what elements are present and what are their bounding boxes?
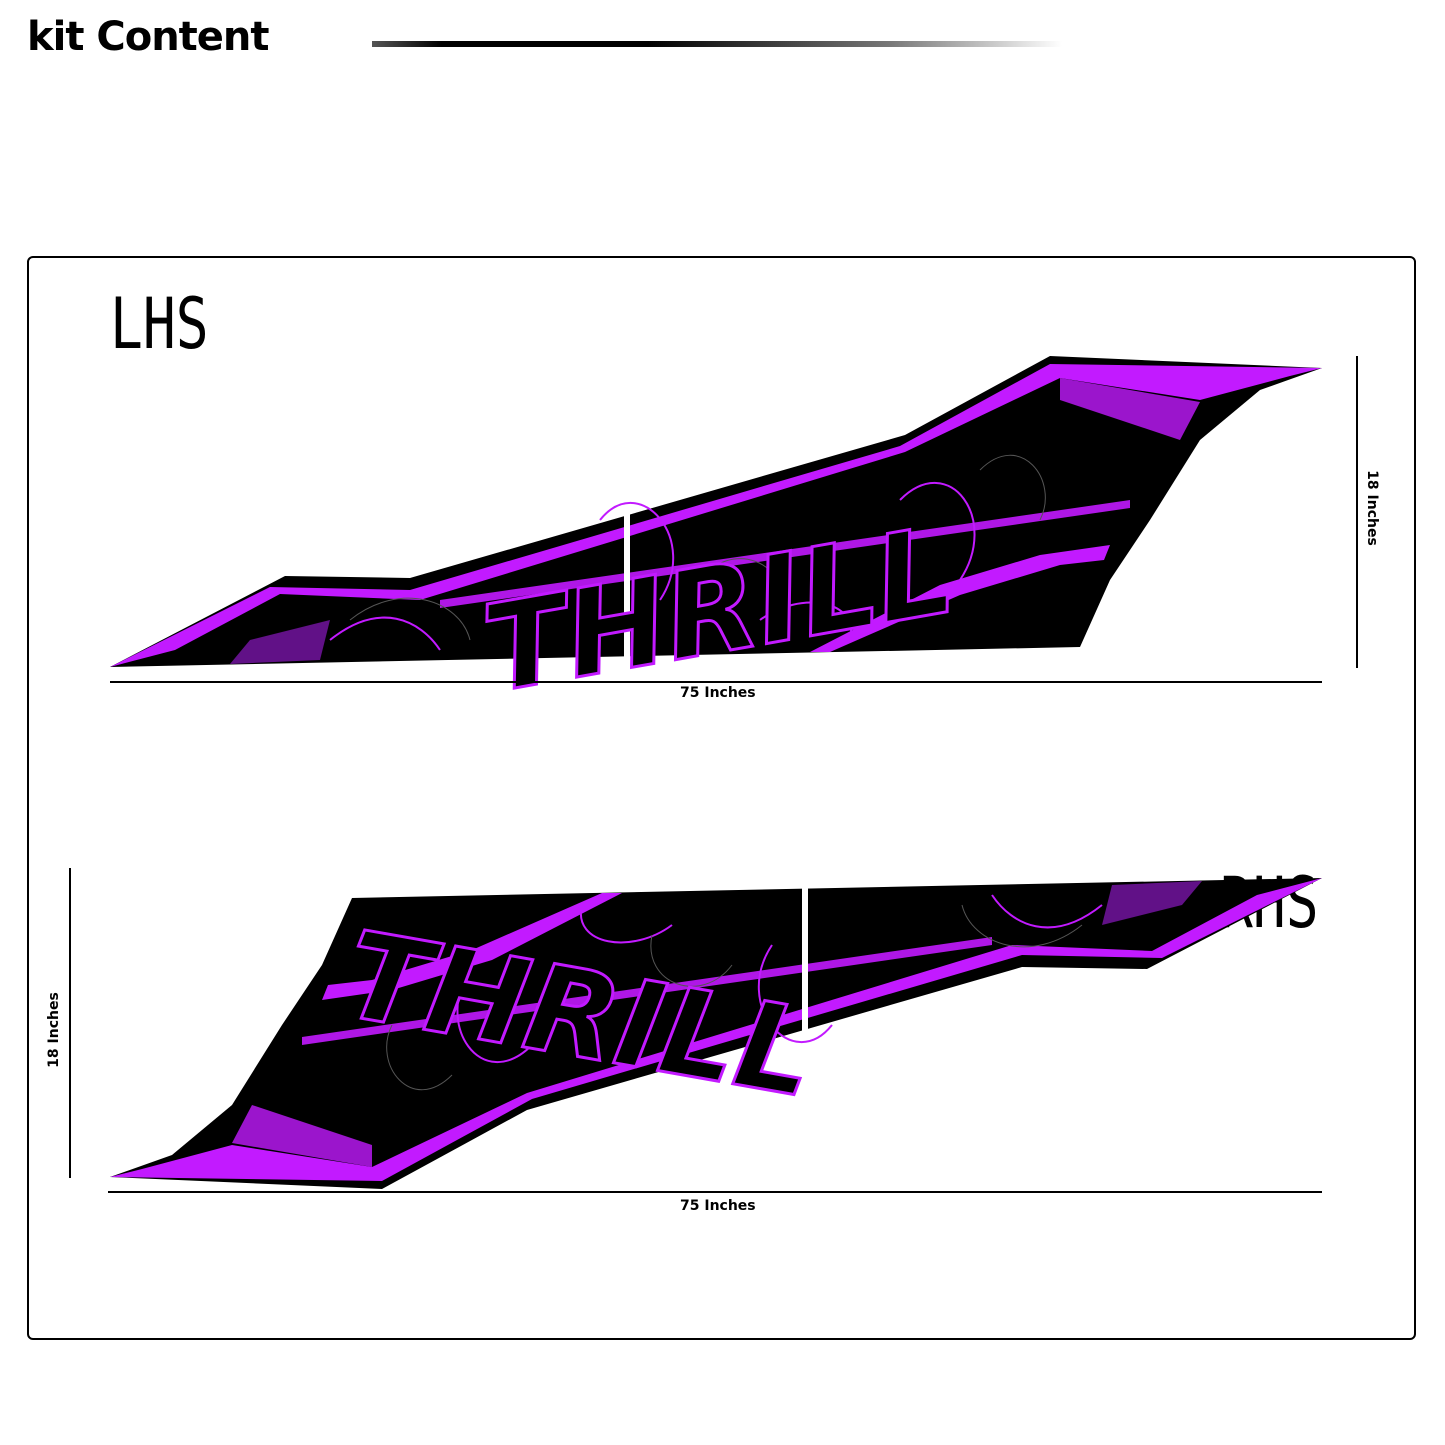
rhs-width-line bbox=[108, 1191, 1322, 1193]
lhs-height-label: 18 Inches bbox=[1364, 470, 1380, 546]
rhs-height-line bbox=[69, 868, 71, 1178]
kit-content-frame bbox=[27, 256, 1416, 1340]
lhs-label: LHS bbox=[110, 283, 209, 365]
rhs-decal: THRILL bbox=[109, 877, 1323, 1190]
rhs-width-label: 75 Inches bbox=[680, 1198, 756, 1214]
lhs-width-line bbox=[110, 681, 1322, 683]
page-title: kit Content bbox=[27, 14, 270, 60]
lhs-width-label: 75 Inches bbox=[680, 685, 756, 701]
title-gradient-rule bbox=[372, 41, 1062, 47]
rhs-height-label: 18 Inches bbox=[46, 992, 62, 1068]
lhs-decal: THRILL bbox=[109, 355, 1323, 722]
lhs-height-line bbox=[1356, 356, 1358, 668]
